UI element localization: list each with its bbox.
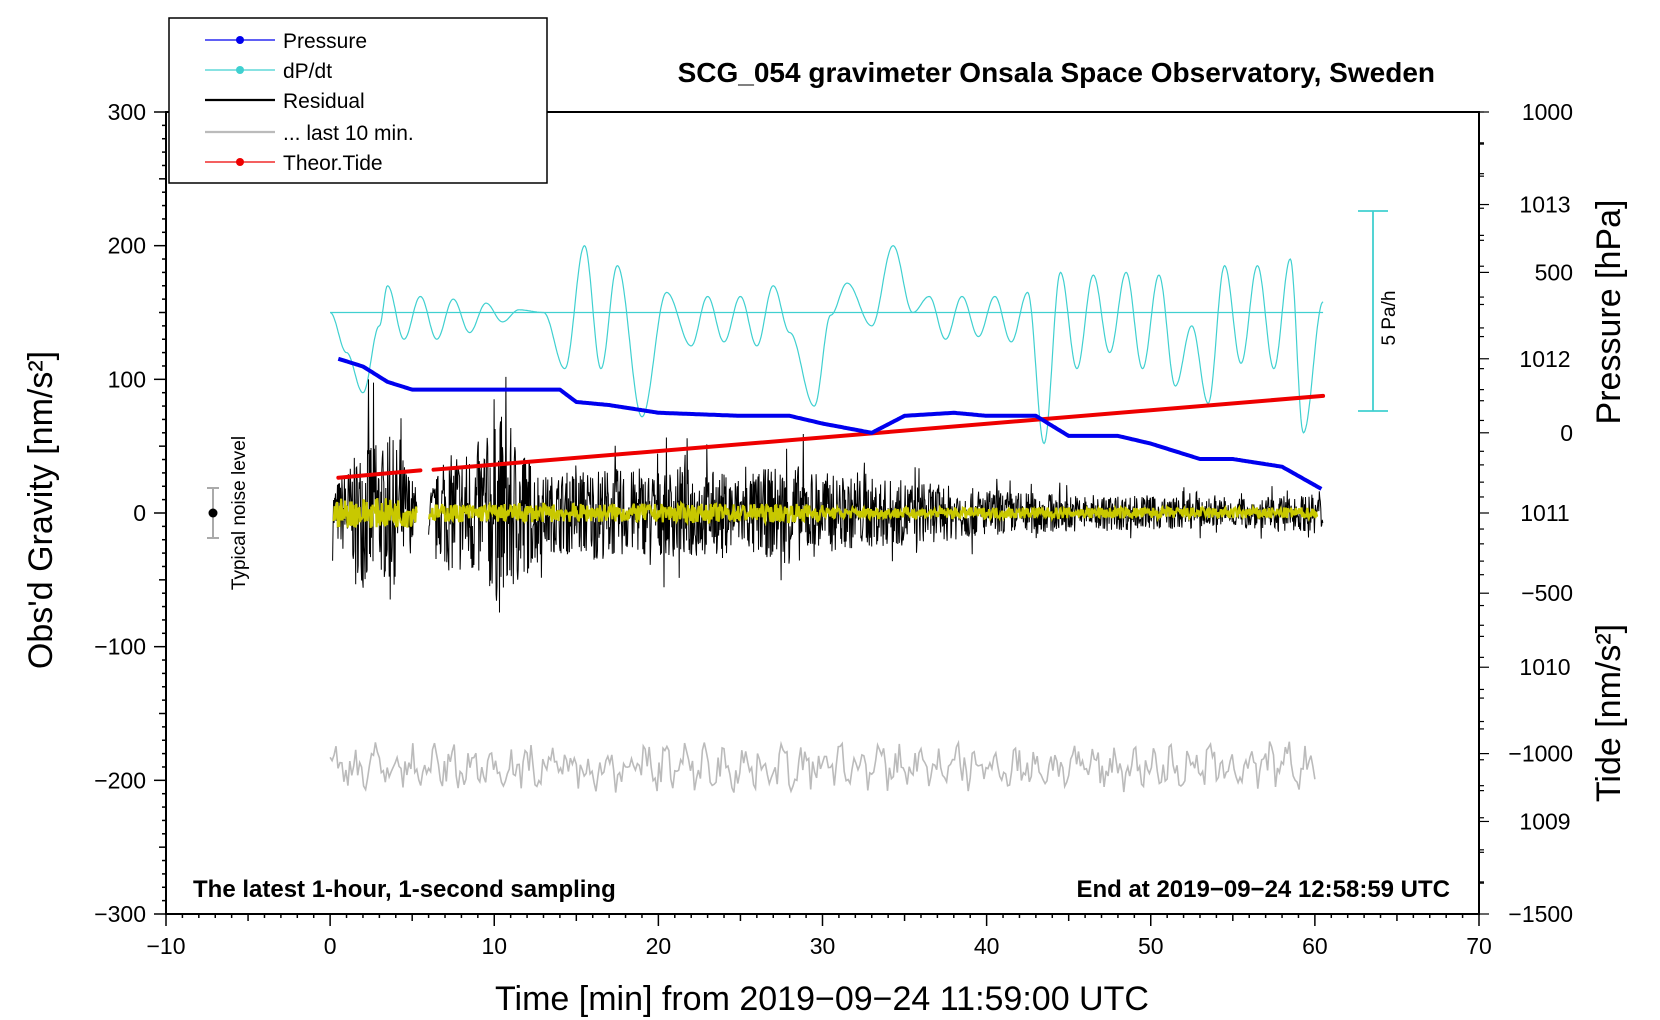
y-axis-ticks: 300 200 100 0 −100 −200 −300: [94, 99, 166, 927]
x-axis-ticks: −10 0 10 20 30 40 50 60 70: [146, 914, 1492, 959]
tide-tick-label: 1000: [1522, 99, 1573, 125]
y-tick-label: 100: [108, 366, 146, 392]
legend-dpdt-label: dP/dt: [283, 60, 332, 83]
tide-line-segment-2: [431, 393, 1326, 472]
tide-axis-title: Tide [nm/s²]: [1590, 624, 1628, 802]
tide-tick-label: −1000: [1508, 741, 1573, 767]
chart-title: SCG_054 gravimeter Onsala Space Observat…: [678, 57, 1435, 88]
y-tick-label: −100: [94, 634, 146, 660]
series-layer: [329, 244, 1326, 794]
legend-tide-dot: [236, 158, 244, 166]
tide-tick-label: −1500: [1508, 901, 1573, 927]
legend-tide-label: Theor.Tide: [283, 152, 383, 175]
legend-dpdt-dot: [236, 66, 244, 74]
tide-line-segment-1: [336, 468, 423, 480]
y-tick-label: 0: [133, 500, 146, 526]
y-tick-label: −300: [94, 901, 146, 927]
tide-tick-label: −500: [1521, 580, 1573, 606]
legend-pressure-label: Pressure: [283, 30, 367, 53]
x-tick-label: 30: [810, 933, 836, 959]
x-tick-label: 40: [974, 933, 1000, 959]
x-tick-label: 60: [1302, 933, 1328, 959]
pressure-tick-label: 1013: [1519, 192, 1570, 218]
legend-last10-label: ... last 10 min.: [283, 122, 414, 145]
pressure-tick-label: 1009: [1519, 808, 1570, 834]
end-time-note: End at 2019−09−24 12:58:59 UTC: [1076, 876, 1450, 903]
y-tick-label: −200: [94, 767, 146, 793]
pressure-line: [337, 356, 1323, 491]
tide-axis-ticks: 1000 500 0 −500 −1000 −1500: [1479, 99, 1573, 927]
tide-tick-label: 500: [1535, 259, 1573, 285]
x-tick-label: 10: [481, 933, 507, 959]
last10-line: [329, 739, 1316, 794]
pressure-axis-title: Pressure [hPa]: [1590, 200, 1628, 425]
scale-bar-5pah: [1358, 210, 1388, 412]
noise-level-label: Typical noise level: [229, 436, 250, 590]
legend-residual-label: Residual: [283, 90, 365, 113]
x-tick-label: −10: [146, 933, 185, 959]
legend-pressure-dot: [236, 36, 244, 44]
x-tick-label: 0: [324, 933, 337, 959]
x-tick-label: 50: [1138, 933, 1164, 959]
pressure-axis-ticks: 1013 1012 1011 1010 1009: [1479, 111, 1571, 884]
x-axis-title: Time [min] from 2019−09−24 11:59:00 UTC: [495, 980, 1149, 1018]
pressure-tick-label: 1010: [1519, 654, 1570, 680]
dpdt-line: [329, 244, 1324, 445]
scale-bar-label: 5 Pa/h: [1379, 291, 1400, 346]
noise-level-marker: [207, 487, 219, 539]
x-tick-label: 20: [646, 933, 672, 959]
legend: Pressure dP/dt Residual ... last 10 min.…: [168, 17, 548, 184]
sampling-note: The latest 1-hour, 1-second sampling: [193, 876, 616, 903]
y-axis-title: Obs'd Gravity [nm/s²]: [22, 351, 60, 669]
residual-smoothed-line: [332, 498, 1319, 529]
tide-tick-label: 0: [1560, 420, 1573, 446]
y-tick-label: 200: [108, 233, 146, 259]
x-tick-label: 70: [1466, 933, 1492, 959]
pressure-tick-label: 1012: [1519, 346, 1570, 372]
pressure-tick-label: 1011: [1520, 500, 1569, 526]
y-tick-label: 300: [108, 99, 146, 125]
